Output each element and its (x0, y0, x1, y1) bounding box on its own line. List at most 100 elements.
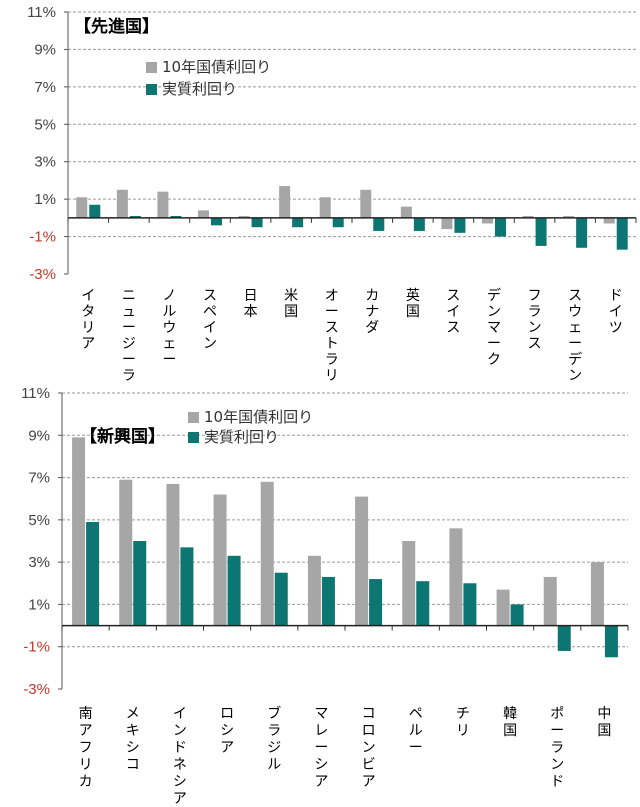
y-tick-label: 7% (34, 79, 56, 96)
bond-yield-bar (166, 483, 180, 626)
category-label: インドネシア (173, 706, 187, 807)
real-yield-bar (332, 217, 344, 228)
bond-yield-bar (213, 494, 227, 626)
real-yield-bar (274, 572, 288, 626)
category-label: ブラジル (267, 705, 281, 773)
real-yield-bar (369, 579, 383, 626)
bond-yield-bar (355, 496, 369, 626)
category-label: オーストラリア (325, 288, 339, 382)
bond-yield-bar (319, 197, 331, 218)
panel-title: 【先進国】 (74, 16, 159, 37)
category-label: マレーシア (314, 706, 328, 790)
category-label: スペイン (203, 288, 217, 352)
bond-yield-bar (72, 437, 86, 626)
real-yield-bar (413, 217, 425, 231)
category-label: ロシア (220, 706, 234, 756)
category-label: イタリア (81, 288, 95, 352)
category-label: ペルー (409, 706, 423, 756)
y-tick-label: 5% (28, 512, 50, 529)
panel-title: 【新興国】 (80, 426, 165, 447)
y-tick-label: 3% (28, 554, 50, 571)
real-yield-bar (251, 217, 263, 228)
y-tick-label: 7% (28, 470, 50, 487)
real-yield-bar (616, 217, 628, 250)
real-yield-bar (463, 583, 477, 626)
y-tick-label: -1% (23, 639, 50, 656)
y-tick-label: 11% (21, 385, 50, 402)
bond-yield-bar (590, 562, 604, 626)
legend-label: 実質利回り (162, 80, 237, 98)
real-yield-bar (170, 215, 182, 218)
bond-yield-bar (360, 189, 372, 218)
real-yield-bar (604, 625, 618, 658)
bond-yield-bar (279, 186, 291, 218)
real-yield-bar (133, 541, 147, 626)
category-label: ニュージーランド (122, 288, 136, 382)
category-label: カナダ (365, 288, 379, 336)
category-label: スウェーデン (568, 288, 582, 382)
y-tick-label: 1% (28, 596, 50, 613)
category-label: スイス (446, 288, 460, 336)
category-label: デンマーク (487, 287, 501, 368)
bond-yield-bar (563, 215, 575, 218)
legend-swatch-bond-yield (146, 62, 157, 73)
bond-yield-bar (543, 576, 557, 626)
real-yield-bar (454, 217, 466, 233)
bond-yield-bar (603, 217, 615, 224)
bond-yield-bar (482, 217, 493, 224)
legend-label: 10年国債利回り (204, 408, 313, 426)
real-yield-bar (89, 204, 101, 218)
real-yield-bar (495, 217, 506, 237)
bond-yield-bar (157, 191, 169, 218)
real-yield-bar (227, 555, 241, 626)
legend-swatch-real-yield (188, 432, 199, 443)
real-yield-bar (535, 217, 547, 246)
emerging-countries-chart: 11% 9% 7% 5% 3% 1% -1% -3% 南アフリカ メキシコ インドネシア ロシア ブラジ… (21, 385, 629, 807)
real-yield-bar (321, 576, 335, 626)
category-label: ポーランド (550, 706, 564, 790)
legend-swatch-bond-yield (188, 412, 199, 423)
real-yield-bar (510, 604, 524, 626)
category-label: 日本 (244, 288, 258, 320)
category-label: 韓国 (503, 706, 517, 739)
bond-yield-bar (119, 479, 133, 626)
category-label: ドイツ (609, 288, 623, 336)
category-label: メキシコ (126, 706, 140, 773)
category-label: チリ (456, 706, 470, 739)
category-label: 中国 (597, 706, 611, 739)
category-label: 英国 (406, 287, 420, 320)
real-yield-bar (211, 217, 222, 226)
legend-label: 10年国債利回り (162, 58, 271, 76)
legend-swatch-real-yield (146, 84, 157, 95)
bond-yield-bar (116, 189, 128, 218)
real-yield-bar (576, 217, 588, 248)
y-tick-label: 5% (34, 116, 56, 133)
y-tick-label: 9% (34, 41, 56, 58)
real-yield-bar (416, 581, 430, 626)
bond-yield-bar (522, 215, 534, 218)
bond-yield-bar (238, 215, 250, 218)
y-tick-label: 11% (27, 4, 56, 21)
real-yield-bar (373, 217, 385, 231)
real-yield-bar (86, 521, 100, 626)
y-tick-label: -3% (23, 681, 50, 698)
developed-countries-chart: 11% 9% 7% 5% 3% 1% -1% -3% イタリア ニュージーランド ノルウェー スペイン… (27, 4, 637, 382)
bond-yield-bar (260, 481, 274, 626)
category-label: ノルウェー (162, 288, 176, 368)
bond-yield-bar (402, 541, 416, 626)
category-label: コロンビア (362, 706, 376, 790)
y-tick-label: 9% (28, 427, 50, 444)
category-label: フランス (528, 288, 542, 352)
bond-yield-bar (441, 217, 453, 230)
real-yield-bar (129, 215, 141, 218)
category-label: 米国 (284, 288, 298, 320)
category-label: 南アフリカ (79, 706, 93, 790)
real-yield-bar (292, 217, 304, 228)
bond-yield-bar (400, 206, 412, 218)
y-tick-label: -3% (29, 266, 56, 283)
bond-yield-bar (76, 197, 88, 218)
real-yield-bar (557, 625, 571, 651)
legend-label: 実質利回り (204, 428, 279, 446)
y-tick-label: 3% (34, 154, 56, 171)
